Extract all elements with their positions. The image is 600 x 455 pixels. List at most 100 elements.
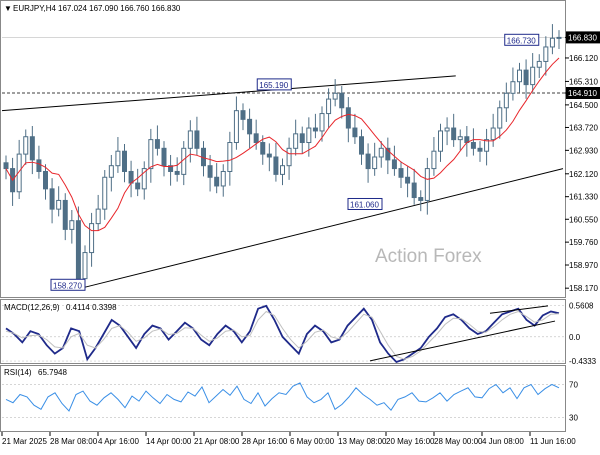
price-callouts: 158.270 165.190 161.060 166.730: [50, 33, 540, 291]
candle-body: [36, 159, 42, 172]
time-tick-label: 14 Apr 00:00: [146, 437, 192, 446]
rsi-lines: [5, 382, 560, 412]
candle-body: [517, 69, 522, 83]
candle-body: [207, 165, 213, 178]
candle-body: [365, 153, 371, 170]
price-tick-label: 162.930: [569, 146, 598, 155]
candle-body: [260, 142, 266, 155]
candle-body: [154, 139, 160, 149]
candle-body: [161, 147, 167, 167]
price-callout-box: [50, 278, 86, 291]
candle-body: [405, 176, 411, 184]
time-tick-label: 28 May 00:00: [434, 437, 483, 446]
time-axis: 21 Mar 2025 28 Mar 08:00 4 Apr 16:00 14 Apr…: [1, 432, 576, 446]
candle-body: [135, 182, 141, 190]
price-axis: 166.830 166.120 165.310 164.910 164.500 163.7…: [565, 31, 600, 293]
candle-body: [286, 147, 292, 167]
candle-body: [227, 142, 233, 172]
price-tick-label: 161.330: [569, 193, 598, 202]
candle-body: [523, 69, 529, 86]
price-callout-label: 166.730: [507, 36, 536, 45]
candle-body: [168, 165, 174, 172]
candle-body: [43, 170, 48, 190]
candle-body: [418, 197, 424, 201]
candle-body: [391, 159, 397, 170]
moving-average-line: [5, 57, 560, 232]
candle-body: [95, 208, 101, 225]
candle-body: [102, 176, 108, 210]
candle-body: [536, 60, 542, 68]
rsi-tick-label: 70: [569, 381, 578, 390]
time-tick-label: 4 Apr 16:00: [98, 437, 139, 446]
price-callout-label: 161.060: [350, 200, 379, 209]
candle-body: [253, 133, 259, 144]
candle-body: [385, 147, 391, 161]
candle-body: [319, 113, 325, 132]
collapse-arrow-icon[interactable]: ▼: [4, 4, 12, 13]
trendline-lower: [84, 168, 564, 288]
price-tick-label: 164.910: [568, 89, 597, 98]
candle-body: [214, 176, 220, 187]
candle-body: [122, 150, 127, 172]
price-tick-label: 160.550: [569, 215, 598, 224]
candle-body: [240, 110, 246, 120]
symbol-label: EURJPY,H4: [13, 4, 57, 13]
macd-tick-label: 0.5608: [569, 301, 594, 310]
candle-body: [457, 136, 463, 141]
candle-body: [556, 36, 562, 39]
time-tick-label: 4 Jun 08:00: [482, 437, 524, 446]
candle-body: [484, 139, 490, 152]
candle-body: [503, 92, 509, 109]
candle-body: [220, 170, 226, 187]
time-tick-label: 11 Jun 16:00: [530, 437, 576, 446]
price-callout-box: [256, 78, 292, 91]
price-tick-label: 159.760: [569, 238, 598, 247]
candle-body: [306, 127, 312, 144]
candle-body: [312, 127, 318, 132]
time-tick-label: 21 Mar 2025: [2, 437, 47, 446]
time-tick-label: 28 Mar 08:00: [50, 437, 98, 446]
candle-body: [332, 92, 338, 100]
price-tick-label: 162.120: [569, 170, 598, 179]
macd-readout: 0.4114 0.3398: [66, 303, 117, 312]
macd-signal-line: [5, 310, 560, 360]
candle-body: [266, 153, 272, 158]
price-tick-label: 166.830: [568, 33, 597, 42]
price-callout-label: 165.190: [259, 81, 288, 90]
candle-body: [372, 156, 378, 170]
candle-body: [339, 92, 345, 109]
candle-body: [273, 156, 279, 175]
macd-title: MACD(12,26,9): [4, 303, 60, 312]
candle-body: [378, 147, 384, 158]
current-price-tag: [566, 31, 600, 44]
price-tick-label: 166.120: [569, 54, 598, 63]
time-tick-label: 6 May 00:00: [290, 437, 335, 446]
macd-axis: 0.5608 0.0 -0.4333: [569, 301, 597, 366]
candle-body: [352, 127, 358, 138]
candle-body: [23, 136, 29, 155]
candle-body: [510, 81, 516, 94]
candle-body: [431, 150, 437, 170]
rsi-line: [5, 382, 560, 412]
candle-body: [280, 165, 285, 175]
price-grid: [2, 37, 565, 94]
price-callout-box: [347, 197, 383, 210]
candle-body: [3, 162, 9, 170]
price-tick-label: 158.970: [569, 261, 598, 270]
candle-body: [174, 170, 180, 175]
macd-main-line: [5, 304, 560, 364]
candle-body: [49, 188, 55, 210]
price-callout-box: [504, 33, 540, 46]
rsi-tick-label: 30: [569, 414, 578, 423]
candle-body: [69, 220, 75, 230]
macd-lines: [5, 304, 560, 364]
candle-body: [141, 168, 147, 190]
rsi-panel: [0, 365, 566, 432]
time-tick-label: 21 Apr 08:00: [194, 437, 240, 446]
candle-body: [128, 170, 134, 184]
macd-trendline-lower: [369, 320, 556, 362]
price-tick-label: 165.310: [569, 77, 598, 86]
trendlines: [1, 75, 564, 288]
candle-body: [115, 150, 121, 167]
